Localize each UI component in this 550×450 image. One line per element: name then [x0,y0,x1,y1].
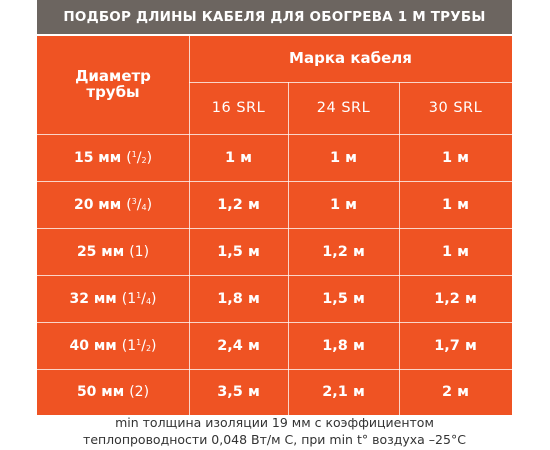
length-cell: 2,1 м [322,384,365,400]
diameter-mm: 20 мм [73,196,122,213]
diameter-inch: (1) [129,243,150,260]
inch-denominator: 2 [141,155,147,165]
length-cell: 1 м [442,243,469,260]
cable-length-table: Диаметр трубы Марка кабеля 16 SRL 24 SRL… [37,36,512,415]
diameter-header: Диаметр трубы [37,36,189,134]
length-cell: 1,2 м [217,196,260,213]
column-header-24srl: 24 SRL [316,100,371,116]
diameter-cell: 20 мм (3/4) [37,181,189,228]
length-cell: 1,5 м [217,243,260,260]
inch-denominator: 4 [145,296,152,306]
inch-numerator: 1 [131,149,137,159]
length-cell: 1 м [330,149,357,166]
diameter-mm: 15 мм [73,149,122,166]
length-cell: 1,5 м [322,290,365,307]
inch-whole: 1 [127,337,137,354]
diameter-mm: 40 мм [69,337,117,354]
length-cell: 1,8 м [217,290,260,307]
diameter-inch: (11/4) [121,290,157,307]
cable-brand-header: Марка кабеля [289,49,412,68]
diameter-header-line1: Диаметр [75,67,151,86]
length-cell: 1 м [330,196,357,213]
diameter-cell: 50 мм (2) [37,369,189,415]
inch-denominator: 4 [141,202,147,212]
length-cell: 1,2 м [434,290,477,307]
length-cell: 3,5 м [217,384,260,400]
insulation-note: min толщина изоляции 19 мм с коэффициент… [37,414,512,448]
table-title: ПОДБОР ДЛИНЫ КАБЕЛЯ ДЛЯ ОБОГРЕВА 1 М ТРУ… [37,0,512,34]
diameter-inch: (3/4) [126,196,153,213]
diameter-inch: (11/2) [121,337,157,354]
column-header-16srl: 16 SRL [211,100,266,116]
inch-numerator: 3 [131,196,137,206]
length-cell: 1 м [442,149,469,166]
length-cell: 2 м [442,384,469,400]
diameter-cell: 25 мм (1) [37,228,189,275]
diameter-mm: 50 мм [76,384,125,400]
inch-denominator: 2 [145,343,152,353]
note-line-2: теплопроводности 0,048 Вт/м С, при min t… [83,432,466,447]
length-cell: 1 м [442,196,469,213]
inch-numerator: 1 [136,290,142,300]
inch-whole: 1 [127,290,137,307]
diameter-cell: 32 мм (11/4) [37,275,189,322]
inch-whole: 1 [134,243,144,260]
diameter-header-line2: трубы [86,83,140,101]
diameter-inch: (2) [129,384,150,400]
length-cell: 1 м [225,149,252,166]
length-cell: 1,2 м [322,243,365,260]
column-header-30srl: 30 SRL [428,100,483,116]
length-cell: 1,8 м [322,337,365,354]
diameter-mm: 32 мм [69,290,117,307]
diameter-inch: (1/2) [126,149,153,166]
inch-numerator: 1 [136,337,142,347]
length-cell: 2,4 м [217,337,260,354]
diameter-cell: 15 мм (1/2) [37,134,189,181]
note-line-1: min толщина изоляции 19 мм с коэффициент… [115,415,434,430]
inch-whole: 2 [134,384,144,400]
diameter-cell: 40 мм (11/2) [37,322,189,369]
length-cell: 1,7 м [434,337,477,354]
diameter-mm: 25 мм [76,243,125,260]
